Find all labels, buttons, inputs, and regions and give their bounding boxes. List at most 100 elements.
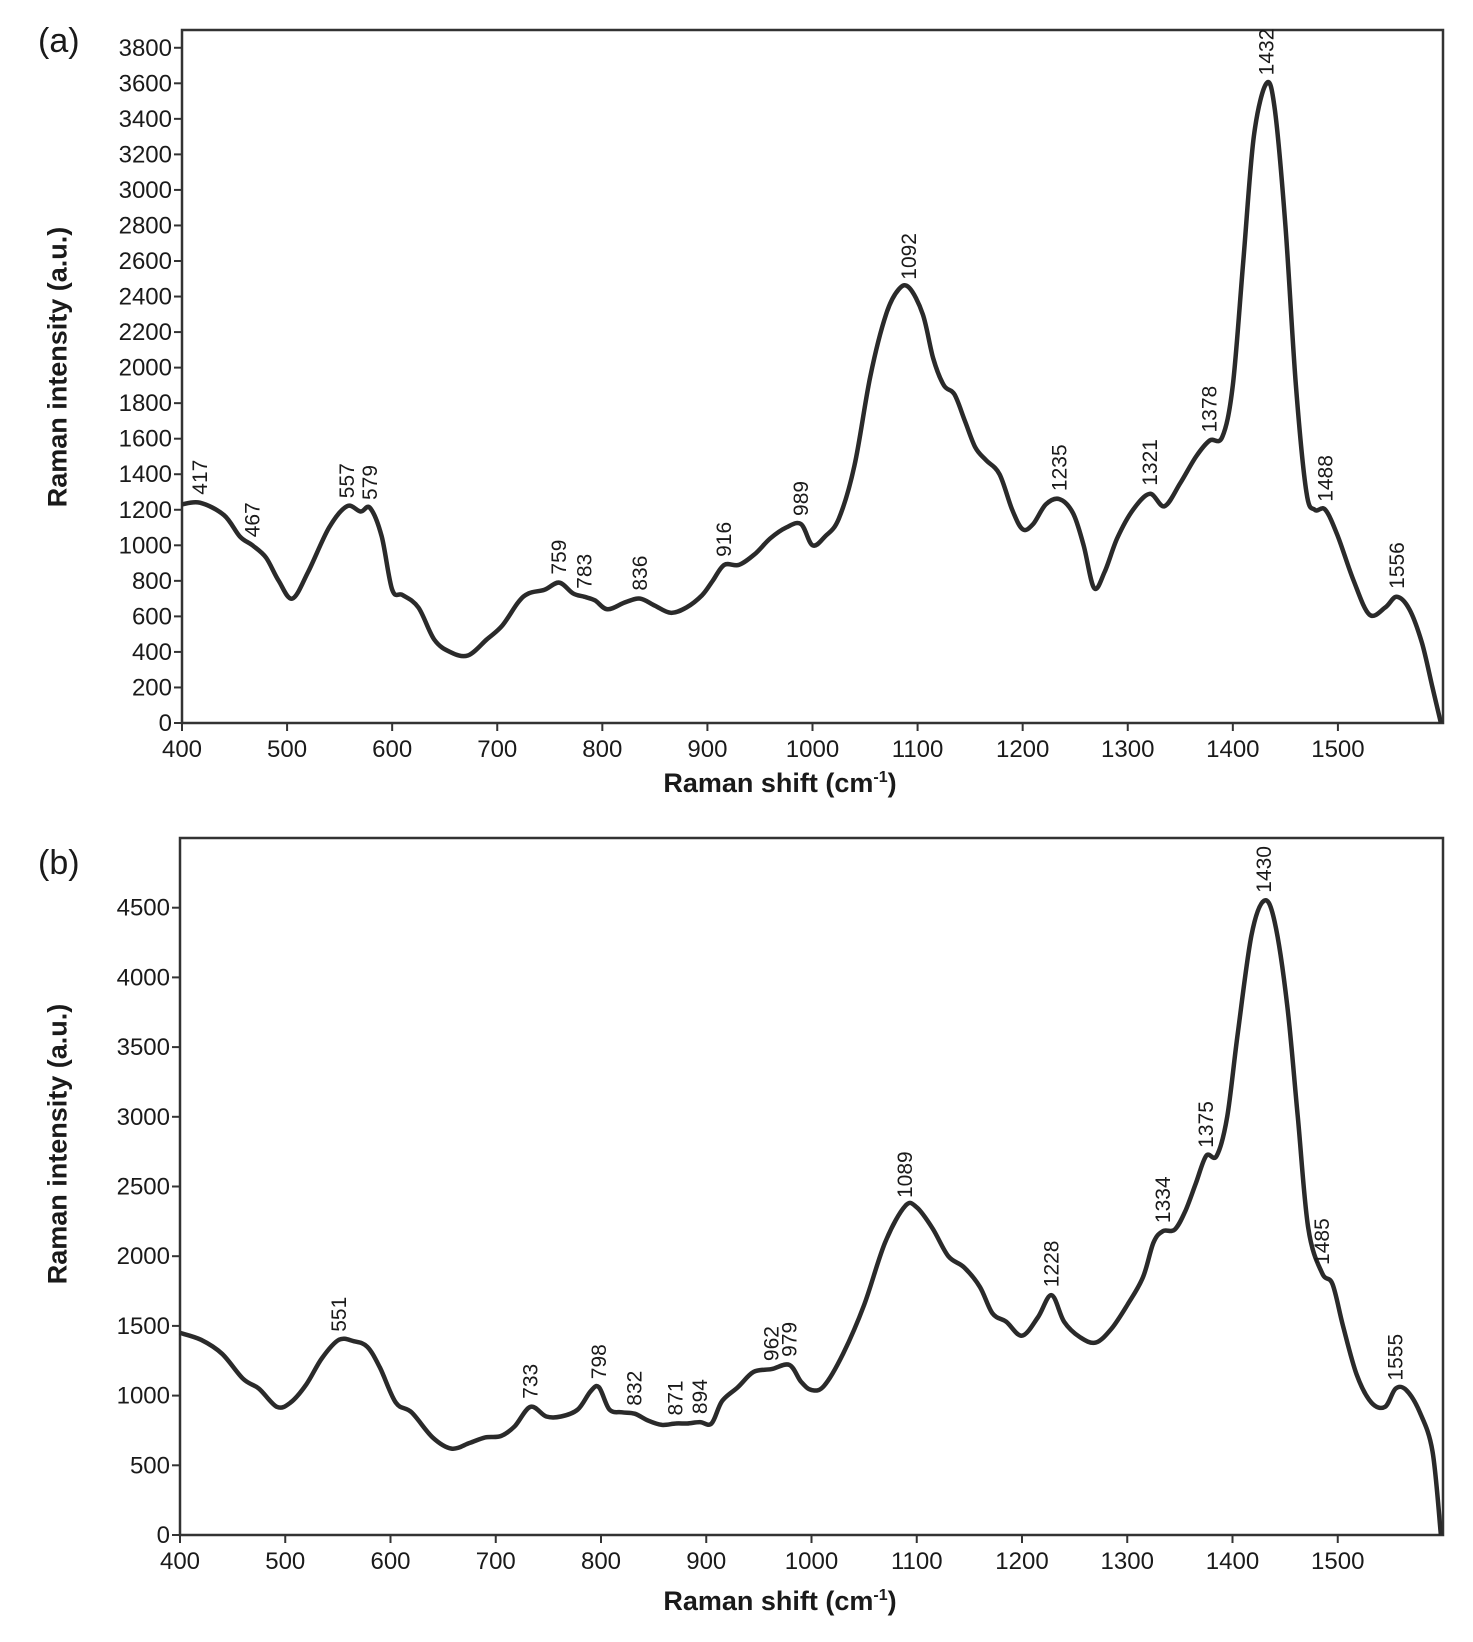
peak-label: 783 (574, 554, 597, 589)
x-tick-label: 400 (160, 1548, 200, 1575)
peak-label: 1485 (1311, 1218, 1334, 1265)
y-tick-label: 2800 (119, 212, 172, 239)
y-tick-label: 3000 (117, 1104, 170, 1131)
peak-label: 467 (241, 502, 264, 537)
raman-chart-b: 0 500 1000 1500 2000 2500 3000 3500 4000 4500 400 5… (117, 836, 1445, 1575)
peak-label: 832 (624, 1371, 647, 1406)
x-tick-label: 800 (581, 1548, 621, 1575)
peak-label: 871 (665, 1380, 688, 1415)
peak-label: 759 (548, 540, 571, 575)
peak-label: 1432 (1256, 29, 1279, 76)
peak-label: 836 (629, 556, 652, 591)
peak-label: 1235 (1048, 444, 1071, 491)
x-tick-label: 1500 (1311, 1548, 1364, 1575)
peak-label: 989 (790, 481, 813, 516)
y-tick-label: 3400 (119, 106, 172, 133)
x-tick-label: 700 (477, 736, 517, 763)
panel-label-a: (a) (38, 22, 80, 60)
chart-panel-b: 0 500 1000 1500 2000 2500 3000 3500 4000 4500 400 5… (0, 822, 1473, 1642)
y-axis-label-b: Raman intensity (a.u.) (42, 1003, 73, 1285)
x-tick-label: 600 (370, 1548, 410, 1575)
y-tick-label: 3800 (119, 35, 172, 62)
y-tick-label: 800 (132, 568, 172, 595)
peak-label: 916 (713, 522, 736, 557)
peak-label: 1375 (1195, 1101, 1218, 1148)
peak-label: 1228 (1041, 1241, 1064, 1288)
x-tick-label: 700 (476, 1548, 516, 1575)
x-tick-label: 1200 (996, 736, 1049, 763)
plot-frame-b (178, 836, 1445, 1537)
peak-label: 1556 (1386, 542, 1409, 589)
spectrum-line-a (181, 79, 1444, 724)
x-tick-label: 1200 (995, 1548, 1048, 1575)
x-axis-label-a-end: ) (887, 768, 897, 798)
x-tick-label: 500 (265, 1548, 305, 1575)
peak-label: 798 (588, 1344, 611, 1379)
y-tick-label: 1400 (119, 461, 172, 488)
x-tick-label: 1400 (1206, 736, 1259, 763)
x-axis-label-a-sup: -1 (873, 769, 888, 786)
panel-label-b: (b) (38, 844, 80, 882)
peak-label: 417 (189, 460, 212, 495)
peak-label: 1092 (898, 233, 921, 280)
chart-panel-a: 0 200 400 600 800 1000 1200 1400 1600 1800 2000 220… (38, 22, 1445, 799)
peak-label: 1378 (1199, 386, 1222, 433)
x-tick-label: 1100 (892, 736, 944, 763)
x-tick-label: 1100 (891, 1548, 943, 1575)
y-tick-label: 2500 (117, 1174, 170, 1201)
y-tick-label: 200 (132, 674, 172, 701)
spectrum-line-b (179, 898, 1444, 1536)
y-tick-label: 3200 (119, 141, 172, 168)
x-axis-label-b-end: ) (887, 1586, 897, 1616)
y-tick-label: 400 (132, 639, 172, 666)
x-tick-label: 1000 (786, 736, 839, 763)
x-tick-label: 1400 (1206, 1548, 1259, 1575)
x-axis-label-b: Raman shift (cm-1) (663, 1586, 896, 1617)
peak-label: 579 (359, 465, 382, 500)
y-tick-label: 1600 (119, 426, 172, 453)
x-tick-label: 1300 (1101, 1548, 1154, 1575)
y-tick-label: 2000 (119, 355, 172, 382)
x-tick-label: 500 (267, 736, 307, 763)
y-tick-label: 3000 (119, 177, 172, 204)
y-tick-label: 1000 (119, 532, 172, 559)
peak-label: 1334 (1152, 1176, 1175, 1223)
peak-label: 1430 (1253, 846, 1276, 893)
x-axis-label-a-text: Raman shift (cm (663, 768, 874, 798)
x-axis-label-b-text: Raman shift (cm (663, 1586, 874, 1616)
x-tick-label: 1000 (785, 1548, 838, 1575)
peak-label: 557 (336, 463, 359, 498)
y-tick-label: 1000 (117, 1383, 170, 1410)
x-axis-label-a: Raman shift (cm-1) (663, 768, 896, 799)
x-tick-label: 800 (582, 736, 622, 763)
y-tick-label: 3600 (119, 70, 172, 97)
peak-label: 551 (328, 1297, 351, 1332)
y-tick-label: 3500 (117, 1034, 170, 1061)
peak-label: 1321 (1139, 439, 1162, 486)
peak-label: 962 (761, 1326, 784, 1361)
y-tick-label: 2200 (119, 319, 172, 346)
x-tick-label: 1500 (1311, 736, 1364, 763)
x-tick-label: 900 (687, 736, 727, 763)
x-tick-label: 900 (686, 1548, 726, 1575)
y-tick-label: 600 (132, 603, 172, 630)
y-axis-label-a: Raman intensity (a.u.) (42, 226, 73, 508)
peak-label: 1555 (1385, 1334, 1408, 1381)
peak-label: 1488 (1314, 455, 1337, 502)
x-tick-label: 400 (162, 736, 202, 763)
y-tick-label: 1800 (119, 390, 172, 417)
y-tick-label: 4000 (117, 964, 170, 991)
y-tick-label: 4500 (117, 895, 170, 922)
y-tick-label: 500 (130, 1452, 170, 1479)
x-tick-label: 1300 (1101, 736, 1154, 763)
peak-label: 979 (778, 1322, 801, 1357)
y-tick-label: 0 (159, 710, 172, 737)
raman-chart-a: 0 200 400 600 800 1000 1200 1400 1600 1800 2000 220… (119, 29, 1445, 763)
y-tick-label: 1200 (119, 497, 172, 524)
y-tick-label: 1500 (117, 1313, 170, 1340)
peak-label: 1089 (894, 1151, 917, 1198)
peak-label: 894 (689, 1379, 712, 1414)
y-tick-label: 2400 (119, 284, 172, 311)
y-tick-label: 2600 (119, 248, 172, 275)
peak-label: 733 (519, 1364, 542, 1399)
